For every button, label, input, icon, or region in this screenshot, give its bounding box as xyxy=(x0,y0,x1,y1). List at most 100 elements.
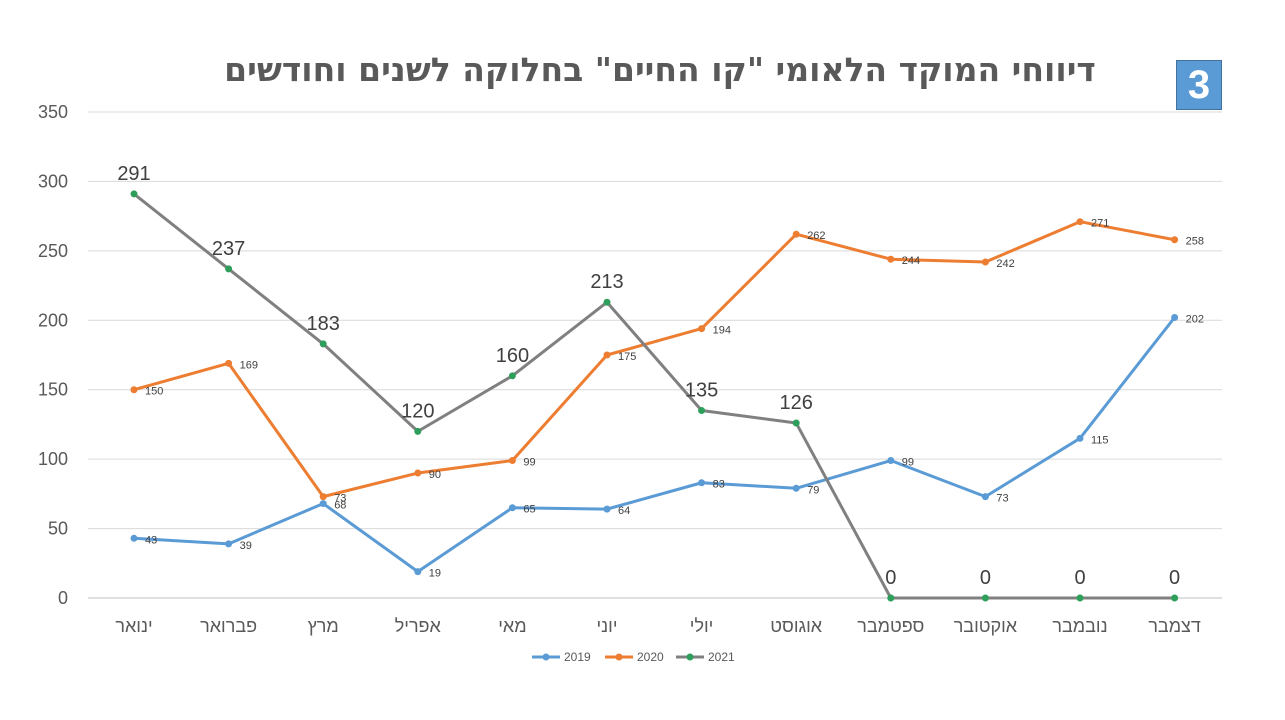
data-label-2021: 126 xyxy=(780,392,813,414)
data-label-2020: 262 xyxy=(807,230,825,242)
data-label-2021: 0 xyxy=(1074,567,1085,589)
data-point-2019 xyxy=(508,504,516,512)
data-label-2020: 242 xyxy=(996,258,1014,270)
data-label-2019: 64 xyxy=(618,505,630,517)
data-label-2020: 90 xyxy=(429,469,441,481)
x-category-label: פברואר xyxy=(200,616,257,636)
data-label-2021: 237 xyxy=(212,238,245,260)
data-label-2020: 258 xyxy=(1186,236,1204,248)
y-tick-label: 0 xyxy=(58,588,68,608)
data-point-2021 xyxy=(1171,594,1179,602)
data-label-2019: 65 xyxy=(523,504,535,516)
data-label-2021: 135 xyxy=(685,380,718,402)
data-point-2019 xyxy=(603,505,611,513)
data-point-2021 xyxy=(225,265,233,273)
y-tick-label: 200 xyxy=(38,310,68,330)
y-tick-label: 50 xyxy=(48,519,68,539)
legend-marker-2021 xyxy=(686,653,694,661)
y-tick-label: 300 xyxy=(38,171,68,191)
data-point-2021 xyxy=(1076,594,1084,602)
data-point-2020 xyxy=(508,457,516,465)
series-line-2019 xyxy=(132,316,1177,574)
x-category-label: יוני xyxy=(596,616,617,636)
data-label-2020: 99 xyxy=(523,457,535,469)
x-category-label: יולי xyxy=(690,616,714,636)
data-point-2020 xyxy=(887,255,895,263)
data-point-2019 xyxy=(414,568,422,576)
data-point-2020 xyxy=(792,230,800,238)
data-label-2021: 0 xyxy=(980,567,991,589)
series-lines xyxy=(130,190,1179,602)
data-label-2019: 43 xyxy=(145,534,157,546)
data-label-2020: 169 xyxy=(240,359,258,371)
data-label-2021: 160 xyxy=(496,345,529,367)
data-label-2019: 73 xyxy=(996,493,1008,505)
y-tick-label: 150 xyxy=(38,380,68,400)
x-category-label: אפריל xyxy=(395,616,442,636)
series-line-2020 xyxy=(132,220,1177,499)
data-label-2021: 0 xyxy=(885,567,896,589)
data-point-2020 xyxy=(225,359,233,367)
data-label-2021: 213 xyxy=(590,271,623,293)
data-point-2020 xyxy=(319,493,327,501)
x-category-label: דצמבר xyxy=(1148,616,1201,636)
data-label-2019: 39 xyxy=(240,540,252,552)
data-label-2019: 79 xyxy=(807,484,819,496)
y-tick-label: 250 xyxy=(38,241,68,261)
data-point-2021 xyxy=(130,190,138,198)
data-label-2020: 244 xyxy=(902,255,920,267)
data-point-2021 xyxy=(319,340,327,348)
data-label-2019: 202 xyxy=(1186,314,1204,326)
y-axis-ticks: 0 50 100 150 200 250 300 350 xyxy=(38,102,68,608)
data-point-2019 xyxy=(1171,314,1179,322)
data-point-2019 xyxy=(981,493,989,501)
data-point-2021 xyxy=(603,298,611,306)
data-point-2019 xyxy=(887,457,895,465)
x-category-label: ספטמבר xyxy=(857,616,924,636)
legend-label-2019: 2019 xyxy=(564,650,591,664)
x-category-label: מאי xyxy=(498,616,526,636)
data-point-2019 xyxy=(130,534,138,542)
x-axis-categories: ינואר פברואר מרץ אפריל מאי יוני יולי אוגוסט ספטמ… xyxy=(115,616,1201,636)
data-label-2020: 150 xyxy=(145,386,163,398)
data-point-2020 xyxy=(1076,218,1084,226)
x-category-label: מרץ xyxy=(308,616,339,636)
data-label-2019: 68 xyxy=(334,500,346,512)
data-point-2020 xyxy=(1171,236,1179,244)
data-point-2019 xyxy=(1076,434,1084,442)
legend-marker-2020 xyxy=(615,653,623,661)
data-point-2020 xyxy=(698,325,706,333)
data-label-2021: 291 xyxy=(117,163,150,185)
legend-marker-2019 xyxy=(542,653,550,661)
x-category-label: אוגוסט xyxy=(770,616,823,636)
slide-number-badge: 3 xyxy=(1176,60,1222,110)
data-label-2020: 175 xyxy=(618,351,636,363)
y-tick-label: 100 xyxy=(38,449,68,469)
data-label-2019: 83 xyxy=(713,479,725,491)
data-point-2021 xyxy=(792,419,800,427)
data-labels: 43 39 68 19 65 64 83 79 99 73 115 202 150 169 73 90 99 17… xyxy=(117,163,1204,589)
data-point-2021 xyxy=(887,594,895,602)
data-point-2020 xyxy=(981,258,989,266)
data-point-2021 xyxy=(981,594,989,602)
data-point-2019 xyxy=(319,500,327,508)
data-label-2021: 183 xyxy=(307,313,340,335)
legend: 2019 2020 2021 xyxy=(532,650,735,664)
data-point-2020 xyxy=(414,469,422,477)
y-tick-label: 350 xyxy=(38,102,68,122)
data-label-2019: 19 xyxy=(429,568,441,580)
data-point-2021 xyxy=(698,407,706,415)
legend-label-2020: 2020 xyxy=(637,650,664,664)
data-label-2019: 115 xyxy=(1091,434,1109,446)
data-point-2019 xyxy=(225,540,233,548)
data-label-2020: 271 xyxy=(1091,218,1109,230)
x-category-label: ינואר xyxy=(115,616,152,636)
series-line-2021 xyxy=(132,192,1177,600)
x-category-label: אוקטובר xyxy=(954,616,1018,636)
legend-label-2021: 2021 xyxy=(708,650,735,664)
data-label-2020: 194 xyxy=(713,325,731,337)
data-point-2019 xyxy=(698,479,706,487)
x-category-label: נובמבר xyxy=(1052,616,1107,636)
data-point-2020 xyxy=(603,351,611,359)
